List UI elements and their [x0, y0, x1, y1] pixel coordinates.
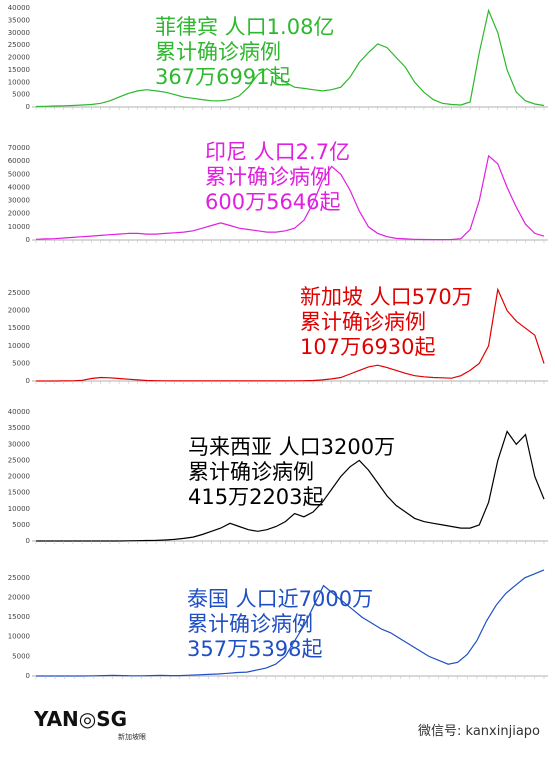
chart-title: 107万6930起 [300, 335, 436, 359]
y-tick-label: 10000 [8, 633, 30, 641]
chart-title: 泰国 人口近7000万 [187, 587, 373, 611]
y-tick-label: 25000 [8, 456, 30, 464]
y-tick-label: 10000 [8, 78, 30, 86]
y-tick-label: 10000 [8, 505, 30, 513]
y-tick-label: 50000 [8, 170, 30, 178]
chart-title: 600万5646起 [205, 190, 341, 214]
y-tick-label: 30000 [8, 197, 30, 205]
y-tick-label: 40000 [8, 408, 30, 416]
y-tick-label: 10000 [8, 223, 30, 231]
y-tick-label: 0 [26, 377, 30, 385]
y-tick-label: 40000 [8, 4, 30, 12]
chart-title: 新加坡 人口570万 [300, 285, 473, 309]
chart-title: 累计确诊病例 [188, 460, 314, 484]
y-tick-label: 60000 [8, 157, 30, 165]
chart-title: 357万5398起 [187, 637, 323, 661]
y-tick-label: 30000 [8, 29, 30, 37]
chart-title: 累计确诊病例 [187, 612, 313, 636]
y-tick-label: 25000 [8, 41, 30, 49]
logo: YAN◎SG [33, 707, 127, 731]
chart-title: 累计确诊病例 [300, 310, 426, 334]
chart-title: 印尼 人口2.7亿 [205, 140, 350, 164]
chart-title: 马来西亚 人口3200万 [188, 435, 395, 459]
chart-title: 菲律宾 人口1.08亿 [155, 15, 334, 39]
chart-title: 累计确诊病例 [205, 165, 331, 189]
y-tick-label: 35000 [8, 424, 30, 432]
y-tick-label: 25000 [8, 574, 30, 582]
y-tick-label: 25000 [8, 289, 30, 297]
chart-title: 累计确诊病例 [155, 40, 281, 64]
y-tick-label: 20000 [8, 54, 30, 62]
y-tick-label: 15000 [8, 324, 30, 332]
data-line [36, 287, 545, 382]
y-tick-label: 0 [26, 236, 30, 244]
data-line [35, 154, 545, 241]
chart-title: 367万6991起 [155, 65, 291, 89]
y-tick-label: 5000 [12, 652, 30, 660]
y-tick-label: 15000 [8, 613, 30, 621]
y-tick-label: 30000 [8, 440, 30, 448]
y-tick-label: 5000 [12, 521, 30, 529]
data-line [36, 569, 545, 677]
y-tick-label: 5000 [12, 91, 30, 99]
y-tick-label: 20000 [8, 210, 30, 218]
y-tick-label: 40000 [8, 183, 30, 191]
wechat-id: 微信号: kanxinjiapo [418, 724, 540, 739]
y-tick-label: 20000 [8, 593, 30, 601]
chart-title: 415万2203起 [188, 485, 324, 509]
y-tick-label: 15000 [8, 66, 30, 74]
y-tick-label: 20000 [8, 307, 30, 315]
y-tick-label: 35000 [8, 16, 30, 24]
y-tick-label: 0 [26, 537, 30, 545]
y-tick-label: 5000 [12, 359, 30, 367]
data-line [36, 430, 545, 542]
y-tick-label: 70000 [8, 144, 30, 152]
y-tick-label: 10000 [8, 342, 30, 350]
y-tick-label: 15000 [8, 489, 30, 497]
y-tick-label: 0 [26, 103, 30, 111]
y-tick-label: 20000 [8, 473, 30, 481]
y-tick-label: 0 [26, 672, 30, 680]
data-line [35, 8, 545, 108]
logo-sub: 新加坡眼 [118, 732, 146, 741]
